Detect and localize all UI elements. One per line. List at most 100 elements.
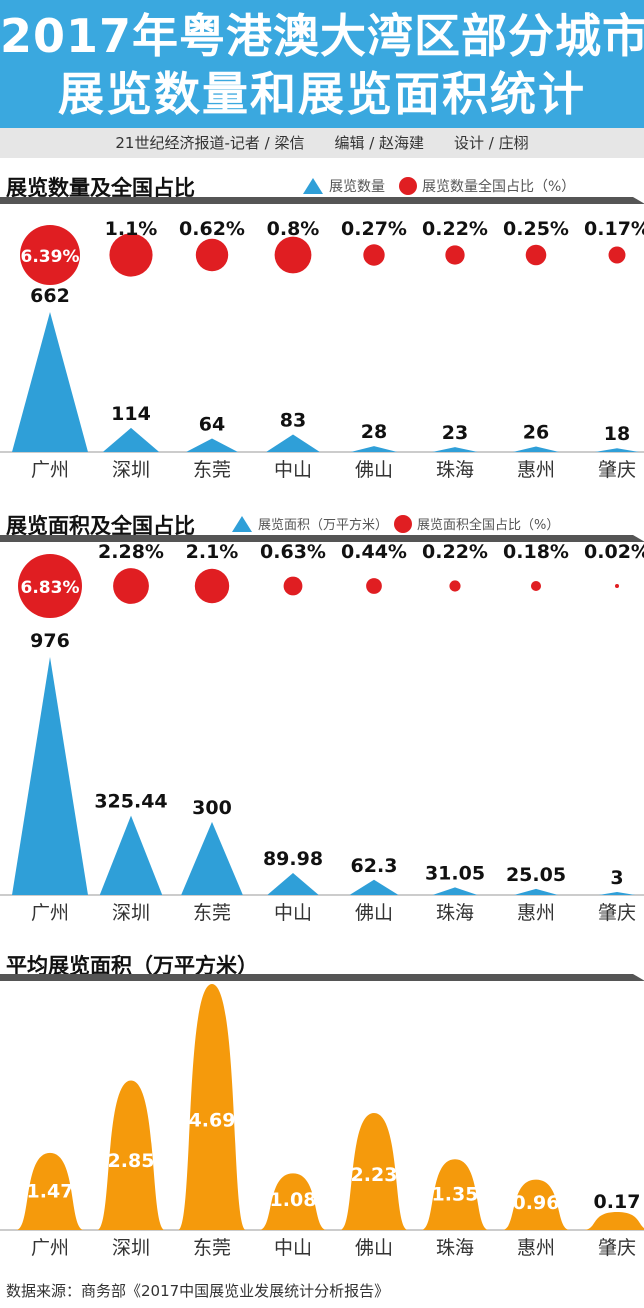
- value-label: 662: [30, 285, 70, 307]
- category-label: 肇庆: [598, 459, 636, 481]
- value-triangle: [99, 815, 163, 895]
- value-label: 2.85: [108, 1150, 155, 1172]
- value-label: 976: [30, 630, 70, 652]
- share-label: 0.62%: [179, 218, 245, 240]
- category-label: 肇庆: [598, 902, 636, 924]
- dot-legend-icon: [399, 177, 417, 195]
- category-label: 佛山: [355, 902, 393, 924]
- share-label: 0.8%: [267, 218, 320, 240]
- data-source: 数据来源：商务部《2017中国展览业发展统计分析报告》: [6, 1282, 390, 1300]
- share-label: 0.63%: [260, 541, 326, 563]
- value-label: 0.17: [594, 1191, 641, 1213]
- triangle-legend-icon: [303, 178, 323, 194]
- section-1-title: 展览数量及全国占比: [6, 176, 195, 200]
- share-label: 0.02%: [584, 541, 644, 563]
- share-dot: [194, 568, 230, 604]
- category-label: 佛山: [355, 1237, 393, 1259]
- value-triangle: [432, 887, 478, 895]
- value-label: 89.98: [263, 848, 323, 870]
- share-label: 0.44%: [341, 541, 407, 563]
- section-1-legend: 展览数量 展览数量全国占比（%）: [303, 176, 575, 196]
- chart-average-area: 1.47 广州 2.85 深圳 4.69 东莞 1.08 中山 2.23 佛山 1.35 珠海 0.96…: [0, 984, 644, 1259]
- value-label: 18: [604, 423, 630, 445]
- category-label: 珠海: [436, 902, 474, 924]
- category-label: 肇庆: [598, 1237, 636, 1259]
- share-label: 0.27%: [341, 218, 407, 240]
- value-bell: [583, 1212, 644, 1230]
- value-label: 325.44: [94, 791, 167, 813]
- value-triangle: [102, 427, 160, 452]
- title-line-1: 2017年粤港澳大湾区部分城市: [0, 9, 644, 63]
- share-label: 0.18%: [503, 541, 569, 563]
- title-line-2: 展览数量和展览面积统计: [58, 67, 586, 121]
- share-label: 0.25%: [503, 218, 569, 240]
- category-label: 广州: [31, 1237, 69, 1259]
- chart-exhibition-area: 976 广州 6.83% 325.44 深圳 2.28% 300 东莞 2.1% 89.98 中山 0…: [0, 541, 644, 924]
- value-triangle: [12, 312, 88, 452]
- category-label: 惠州: [517, 1237, 555, 1259]
- share-label: 2.28%: [98, 541, 164, 563]
- value-label: 62.3: [351, 855, 398, 877]
- value-bell: [502, 1179, 570, 1230]
- value-triangle: [349, 879, 399, 895]
- triangle-legend-icon: [232, 515, 252, 532]
- share-dot: [525, 244, 547, 266]
- value-bell: [16, 1152, 84, 1230]
- category-label: 深圳: [112, 1237, 150, 1259]
- credits-bar: 21世纪经济报道-记者 / 梁信 编辑 / 赵海建 设计 / 庄栩: [0, 128, 644, 158]
- section-1-divider: [0, 197, 644, 204]
- category-label: 东莞: [193, 1237, 231, 1259]
- value-triangle: [186, 438, 238, 452]
- section-2-legend: 展览面积（万平方米） 展览面积全国占比（%）: [232, 514, 559, 533]
- share-dot: [363, 244, 385, 266]
- value-triangle: [432, 447, 478, 452]
- share-dot: [366, 578, 382, 594]
- category-label: 广州: [31, 902, 69, 924]
- share-dot: [449, 580, 461, 592]
- share-dot: [20, 225, 80, 285]
- value-label: 1.35: [432, 1183, 479, 1205]
- legend-area-share-label: 展览面积全国占比（%）: [417, 518, 560, 533]
- value-label: 1.47: [27, 1181, 74, 1203]
- share-label: 0.22%: [422, 541, 488, 563]
- value-label: 28: [361, 421, 387, 443]
- category-label: 东莞: [193, 902, 231, 924]
- value-label: 25.05: [506, 864, 566, 886]
- share-dot: [113, 568, 149, 604]
- section-3-divider: [0, 974, 644, 981]
- share-dot: [615, 584, 619, 588]
- value-triangle: [598, 892, 636, 895]
- value-label: 300: [192, 797, 232, 819]
- category-label: 中山: [274, 459, 312, 481]
- share-label: 6.83%: [21, 578, 80, 598]
- section-2-divider: [0, 535, 644, 542]
- legend-count-share-label: 展览数量全国占比（%）: [422, 179, 576, 195]
- share-label: 1.1%: [105, 218, 158, 240]
- category-label: 中山: [274, 902, 312, 924]
- value-triangle: [514, 888, 558, 895]
- category-label: 深圳: [112, 902, 150, 924]
- share-dot: [195, 238, 229, 272]
- value-triangle: [594, 448, 640, 452]
- value-label: 114: [111, 403, 151, 425]
- value-label: 31.05: [425, 862, 485, 884]
- category-label: 中山: [274, 1237, 312, 1259]
- value-label: 83: [280, 409, 306, 431]
- value-triangle: [181, 821, 243, 895]
- header-banner: 2017年粤港澳大湾区部分城市 展览数量和展览面积统计: [0, 0, 644, 128]
- value-bell: [421, 1159, 489, 1230]
- category-label: 东莞: [193, 459, 231, 481]
- share-dot: [18, 554, 82, 618]
- value-label: 64: [199, 413, 225, 435]
- value-label: 4.69: [189, 1110, 236, 1132]
- share-dot: [274, 236, 312, 274]
- dot-legend-icon: [394, 514, 413, 533]
- category-label: 惠州: [517, 459, 555, 481]
- share-label: 0.17%: [584, 218, 644, 240]
- share-dot: [608, 246, 626, 264]
- value-triangle: [266, 434, 320, 452]
- share-label: 0.22%: [422, 218, 488, 240]
- section-2-title: 展览面积及全国占比: [6, 514, 195, 538]
- value-triangle: [12, 657, 88, 895]
- share-dot: [530, 580, 542, 592]
